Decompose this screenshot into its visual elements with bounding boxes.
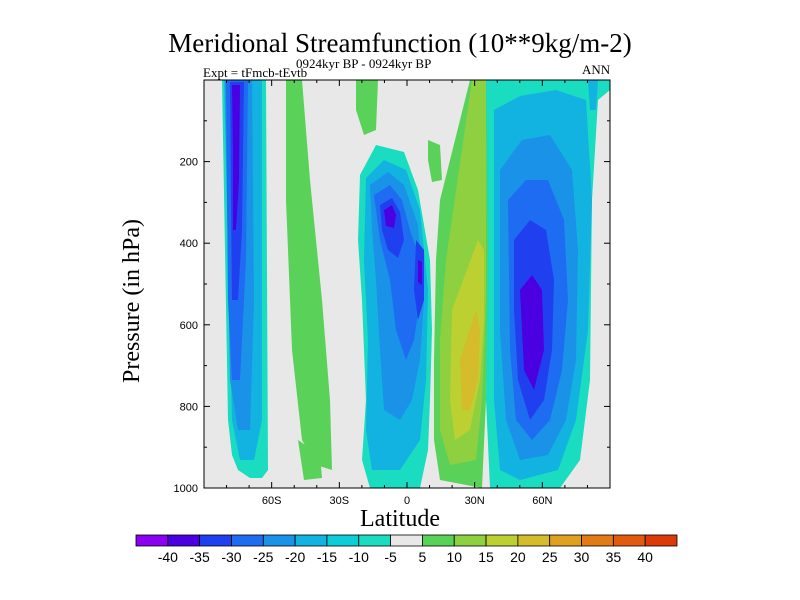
contour-nh-top-strip [588, 80, 598, 110]
colorbar-swatch [135, 534, 169, 547]
colorbar-swatch [199, 534, 232, 547]
colorbar-swatch [262, 534, 296, 547]
colorbar-label: -20 [285, 549, 305, 565]
colorbar-swatch [231, 534, 264, 547]
colorbar [135, 534, 678, 547]
colorbar-swatch [294, 534, 328, 547]
colorbar-swatch [517, 534, 551, 547]
x-tick-label: 0 [404, 495, 410, 507]
colorbar-swatch [453, 534, 487, 547]
y-tick-label: 400 [180, 238, 198, 250]
experiment-label: Expt = tFmcb-tEvtb [203, 65, 308, 80]
colorbar-label: 30 [574, 549, 590, 565]
chart-title: Meridional Streamfunction (10**9kg/m-2) [168, 28, 632, 58]
season-label: ANN [582, 62, 611, 77]
colorbar-swatch [326, 534, 360, 547]
y-tick-label: 200 [180, 157, 198, 169]
colorbar-swatch [549, 534, 582, 547]
contour-field [222, 80, 610, 488]
colorbar-swatch [485, 534, 519, 547]
axis-ticks [203, 79, 611, 489]
colorbar-label: -5 [384, 549, 397, 565]
x-tick-label: 30N [465, 495, 485, 507]
contour-nh-l5 [520, 275, 544, 390]
contour-sh-green-band [286, 80, 332, 470]
colorbar-label: 35 [606, 549, 622, 565]
contour-sh-green-small [298, 440, 322, 480]
colorbar-label: 25 [542, 549, 558, 565]
contour-tr-l5 [384, 205, 396, 228]
colorbar-label: -40 [158, 549, 178, 565]
colorbar-label: 15 [478, 549, 494, 565]
y-tick-label: 1000 [174, 483, 198, 495]
chart-subtitle: 0924kyr BP - 0924kyr BP [296, 56, 432, 71]
contour-eq-green-tip [428, 140, 442, 182]
colorbar-label: -10 [349, 549, 369, 565]
x-tick-label: 60S [262, 495, 282, 507]
colorbar-label: 20 [510, 549, 526, 565]
colorbar-label: 5 [419, 549, 427, 565]
y-tick-label: 600 [180, 320, 198, 332]
colorbar-swatch [167, 534, 201, 547]
colorbar-label: 40 [637, 549, 653, 565]
contour-tr-pos-l4 [460, 310, 480, 410]
y-tick-label: 800 [180, 401, 198, 413]
colorbar-label: 10 [446, 549, 462, 565]
x-tick-label: 30S [330, 495, 350, 507]
colorbar-swatch [358, 534, 391, 547]
colorbar-labels: -40 -35 -30 -25 -20 -15 -10 -5 5 10 15 20 25 30 35 40 [158, 549, 653, 565]
colorbar-swatch [390, 534, 423, 547]
contour-tr-l5-b [418, 260, 422, 285]
colorbar-label: -15 [317, 549, 337, 565]
colorbar-swatch [581, 534, 614, 547]
axis-tick-labels: 60S 30S 0 30N 60N 200 400 600 800 1000 [174, 157, 553, 507]
contour-sh-l5 [232, 85, 240, 230]
colorbar-label: -30 [221, 549, 241, 565]
x-axis-label: Latitude [360, 506, 440, 532]
colorbar-swatch [644, 534, 678, 547]
contour-sh-green-small-2 [356, 80, 378, 135]
colorbar-swatch [422, 534, 455, 547]
colorbar-label: -35 [190, 549, 210, 565]
x-tick-label: 60N [532, 495, 552, 507]
colorbar-label: -25 [253, 549, 273, 565]
colorbar-swatch [612, 534, 646, 547]
